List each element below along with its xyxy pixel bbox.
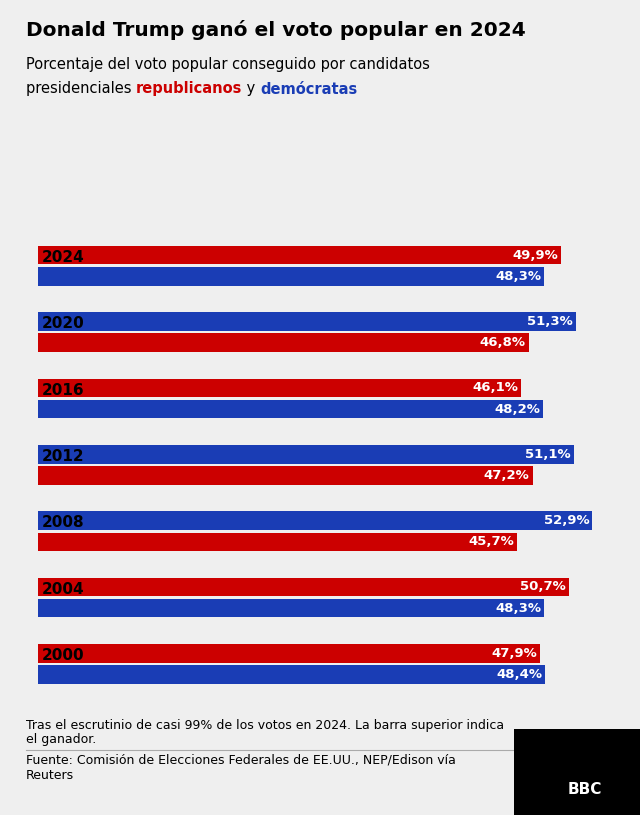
- Bar: [38, 599, 544, 618]
- Text: 48,3%: 48,3%: [495, 270, 541, 283]
- Text: 48,3%: 48,3%: [495, 601, 541, 615]
- Text: 52,9%: 52,9%: [543, 514, 589, 527]
- Text: 49,9%: 49,9%: [512, 249, 558, 262]
- Text: Fuente: Comisión de Elecciones Federales de EE.UU., NEP/Edison vía: Fuente: Comisión de Elecciones Federales…: [26, 754, 456, 767]
- Text: BBC: BBC: [567, 782, 602, 797]
- Text: 47,9%: 47,9%: [491, 647, 537, 660]
- Bar: [38, 400, 543, 418]
- Text: y: y: [242, 82, 260, 96]
- Text: 45,7%: 45,7%: [468, 535, 514, 548]
- Text: 46,1%: 46,1%: [472, 381, 518, 394]
- Text: 51,1%: 51,1%: [525, 447, 570, 460]
- Text: demócratas: demócratas: [260, 82, 357, 96]
- Text: 2020: 2020: [42, 316, 84, 331]
- Text: 48,2%: 48,2%: [494, 403, 540, 416]
- Text: el ganador.: el ganador.: [26, 734, 96, 747]
- Text: Reuters: Reuters: [26, 769, 74, 782]
- Text: 47,2%: 47,2%: [484, 469, 529, 482]
- Bar: [38, 267, 544, 285]
- Text: 2024: 2024: [42, 250, 84, 265]
- Bar: [38, 466, 532, 485]
- Text: 2004: 2004: [42, 582, 84, 597]
- Text: Tras el escrutinio de casi 99% de los votos en 2024. La barra superior indica: Tras el escrutinio de casi 99% de los vo…: [26, 719, 504, 732]
- Bar: [38, 532, 517, 551]
- Text: 2016: 2016: [42, 382, 84, 398]
- Text: 2012: 2012: [42, 449, 84, 464]
- Text: Donald Trump ganó el voto popular en 2024: Donald Trump ganó el voto popular en 202…: [26, 20, 525, 41]
- Bar: [38, 511, 593, 530]
- Text: 2008: 2008: [42, 515, 84, 531]
- Bar: [38, 445, 573, 464]
- Bar: [38, 578, 570, 597]
- Text: republicanos: republicanos: [136, 82, 242, 96]
- Bar: [38, 312, 575, 331]
- Bar: [38, 644, 540, 663]
- Bar: [38, 333, 529, 352]
- Text: 48,4%: 48,4%: [496, 668, 542, 681]
- Text: 46,8%: 46,8%: [479, 337, 525, 349]
- Text: 2000: 2000: [42, 648, 84, 663]
- Text: 50,7%: 50,7%: [520, 580, 566, 593]
- Bar: [38, 246, 561, 264]
- Text: presidenciales: presidenciales: [26, 82, 136, 96]
- Text: Porcentaje del voto popular conseguido por candidatos: Porcentaje del voto popular conseguido p…: [26, 57, 429, 72]
- Text: 51,3%: 51,3%: [527, 315, 573, 328]
- Bar: [38, 665, 545, 684]
- Bar: [38, 378, 521, 397]
